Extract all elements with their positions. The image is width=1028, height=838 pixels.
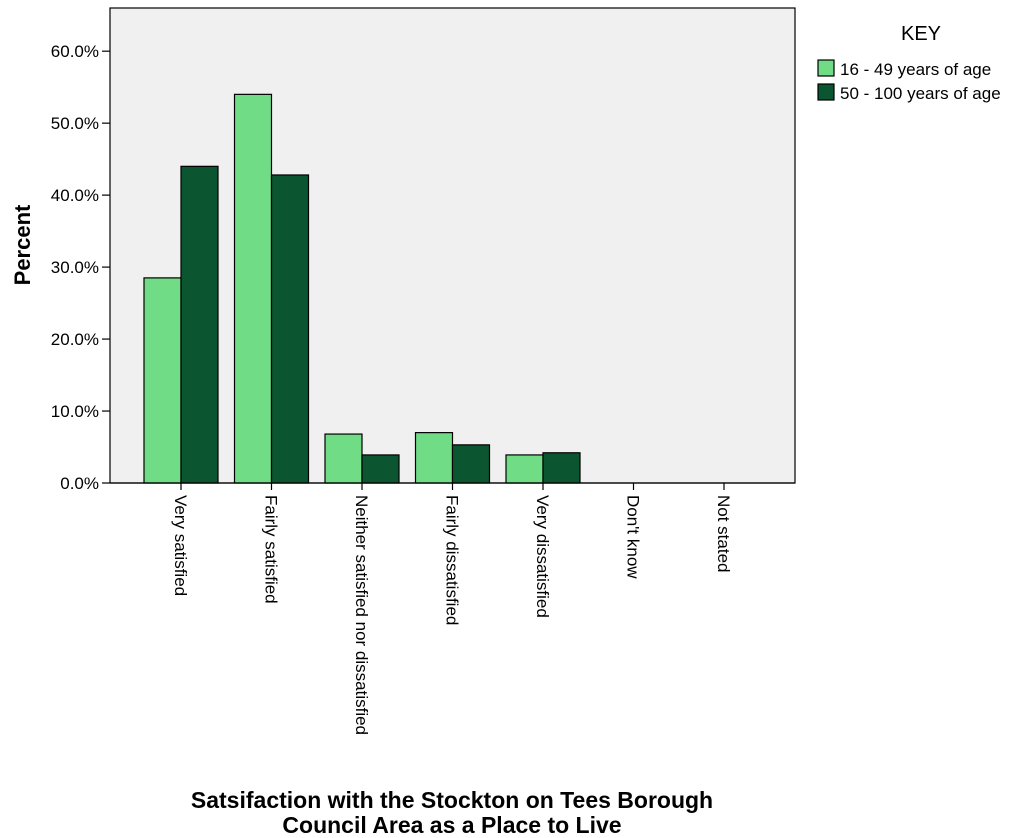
y-tick-label: 10.0% [51, 402, 99, 421]
bar-50-100-4 [542, 452, 581, 484]
legend-title: KEY [901, 23, 941, 45]
x-category-label: Very dissatisfied [533, 495, 552, 618]
bar-16-49-0 [143, 277, 182, 484]
legend-swatch-50-100 [817, 83, 835, 101]
y-tick-label: 40.0% [51, 186, 99, 205]
x-axis: Very satisfied Fairly satisfied Neither sa… [110, 482, 795, 735]
bar-50-100-3 [451, 444, 491, 484]
x-category-label: Fairly satisfied [262, 495, 281, 604]
bar-50-100-2 [361, 454, 400, 484]
bar-50-100-0 [180, 165, 219, 484]
plot-background [109, 7, 796, 484]
y-tick-label: 30.0% [51, 258, 99, 277]
bars [143, 93, 581, 484]
bar-50-100-1 [270, 174, 310, 484]
legend-swatch-16-49 [817, 59, 835, 77]
y-axis-title: Percent [10, 204, 35, 285]
y-tick-label: 20.0% [51, 330, 99, 349]
legend-label-16-49: 16 - 49 years of age [840, 60, 991, 79]
bar-16-49-4 [505, 454, 544, 484]
bar-16-49-3 [414, 432, 454, 484]
bar-16-49-1 [233, 93, 273, 484]
legend: KEY 16 - 49 years of age 50 - 100 years … [817, 23, 1001, 103]
x-axis-title-line-1: Satsifaction with the Stockton on Tees B… [191, 787, 713, 813]
legend-label-50-100: 50 - 100 years of age [840, 84, 1001, 103]
plot-area [109, 7, 796, 484]
x-axis-title-line-2: Council Area as a Place to Live [282, 812, 621, 838]
bar-16-49-2 [324, 433, 363, 484]
y-tick-label: 50.0% [51, 114, 99, 133]
x-category-label: Neither satisfied nor dissatisfied [352, 495, 371, 735]
x-category-label: Fairly dissatisfied [443, 495, 462, 625]
y-tick-label: 60.0% [51, 42, 99, 61]
y-axis: 0.0% 10.0% 20.0% 30.0% 40.0% 50.0% 60.0% [51, 42, 110, 493]
x-category-label: Don't know [624, 495, 643, 579]
x-category-label: Very satisfied [171, 495, 190, 596]
x-category-label: Not stated [714, 495, 733, 573]
y-tick-label: 0.0% [60, 474, 99, 493]
